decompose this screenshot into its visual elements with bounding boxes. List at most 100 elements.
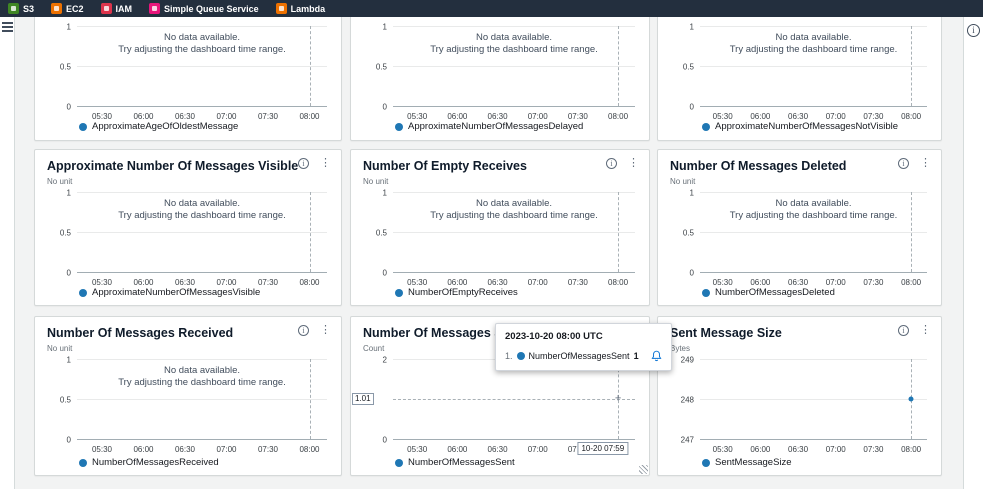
gridline: 0.5 [60,396,327,405]
crosshair-y-value: 1.01 [352,393,374,405]
plot-area[interactable]: 1 0.5 0 No data available. Try adjusting … [60,356,327,445]
panel-header: Number Of Messages Received [35,317,341,341]
nav-item-lambda[interactable]: Lambda [275,3,326,14]
series-marker [79,122,87,131]
kebab-menu-icon[interactable] [628,158,639,169]
nav-label: Lambda [290,3,326,14]
legend-item[interactable]: ApproximateAgeOfOldestMessage [79,121,238,132]
x-axis-line: 0 [67,436,327,445]
gridline: 0.5 [60,229,327,238]
legend-item[interactable]: NumberOfMessagesSent [395,457,515,468]
panel-title: Sent Message Size [670,326,782,340]
series-marker [395,458,403,467]
x-tick: 08:00 [299,112,320,121]
y-tick: 248 [680,395,694,405]
x-axis-line: 0 [383,269,635,278]
kebab-menu-icon[interactable] [920,158,931,169]
plot-area[interactable]: 1 0.5 0 No data available. Try adjusting … [60,23,327,112]
legend-item[interactable]: NumberOfMessagesReceived [79,457,219,468]
y-tick: 247 [680,435,694,445]
x-tick: 07:00 [825,445,846,454]
gridline: 249 [681,356,927,365]
series-marker [702,458,710,467]
help-panel-collapsed [963,17,983,489]
crosshair-horizontal-line [393,399,635,400]
x-tick: 07:00 [527,278,548,287]
hamburger-menu-icon[interactable] [2,22,13,34]
x-tick: 07:00 [527,112,548,121]
legend-item[interactable]: ApproximateNumberOfMessagesNotVisible [702,121,898,132]
plot-area[interactable]: 2 0 1.01 10-20 07:59 [352,356,635,455]
no-data-message: No data available. Try adjusting the dash… [729,198,898,221]
y-tick: 2 [382,355,387,365]
info-icon[interactable] [898,325,909,336]
legend-item[interactable]: NumberOfMessagesDeleted [702,287,835,298]
nav-item-sqs[interactable]: Simple Queue Service [149,3,259,14]
chart-panel-messages-received: Number Of Messages Received No unit 1 0.… [34,316,342,476]
legend-item[interactable]: SentMessageSize [702,457,792,468]
nav-item-s3[interactable]: S3 [8,3,34,14]
y-tick: 0.5 [682,62,694,72]
legend-label: NumberOfMessagesDeleted [715,287,835,298]
legend-item[interactable]: ApproximateNumberOfMessagesVisible [79,287,260,298]
info-icon[interactable] [967,24,980,37]
gridline: 1 [67,189,327,198]
y-tick: 1 [66,22,71,32]
y-tick: 0 [66,435,71,445]
s3-icon [8,3,19,14]
chart-panel-age-of-oldest-message: 1 0.5 0 No data available. Try adjusting … [34,17,342,141]
unit-label: No unit [47,177,73,186]
x-axis-line: 0 [690,269,927,278]
y-tick: 0.5 [682,228,694,238]
no-data-message: No data available. Try adjusting the dash… [729,32,898,55]
legend-item[interactable]: NumberOfEmptyReceives [395,287,518,298]
gridline: 1 [67,23,327,32]
x-axis-line: 0 [67,103,327,112]
nav-item-iam[interactable]: IAM [100,3,132,14]
y-tick: 0 [382,102,387,112]
info-icon[interactable] [298,325,309,336]
x-axis: 05:30 06:00 06:30 07:00 07:30 08:00 [77,112,327,122]
x-tick: 08:00 [608,112,629,121]
x-tick: 05:30 [712,278,733,287]
nav-item-ec2[interactable]: EC2 [51,3,84,14]
y-tick: 1 [382,188,387,198]
unit-label: No unit [670,177,696,186]
plot-area[interactable]: 249 248 247 [681,356,927,445]
chart-panel-messages-sent: Number Of Messages Sent Count 2 0 1.01 1… [350,316,672,476]
x-tick: 07:00 [216,112,237,121]
time-cursor-line [309,359,311,439]
y-tick: 0 [66,268,71,278]
kebab-menu-icon[interactable] [320,158,331,169]
info-icon[interactable] [298,158,309,169]
panel-header: Number Of Messages Deleted [658,150,941,174]
panel-title: Number Of Empty Receives [363,159,527,173]
info-icon[interactable] [898,158,909,169]
x-tick: 06:00 [750,278,771,287]
info-icon[interactable] [606,158,617,169]
kebab-menu-icon[interactable] [320,325,331,336]
plot-area[interactable]: 1 0.5 0 No data available. Try adjusting … [376,189,635,278]
alarm-bell-icon[interactable] [651,350,662,362]
legend-label: NumberOfMessagesSent [408,457,515,468]
plot-area[interactable]: 1 0.5 0 No data available. Try adjusting … [60,189,327,278]
kebab-menu-icon[interactable] [920,325,931,336]
no-data-message: No data available. Try adjusting the dash… [118,198,286,221]
legend-item[interactable]: ApproximateNumberOfMessagesDelayed [395,121,583,132]
resize-handle[interactable] [639,465,648,474]
x-tick: 08:00 [901,445,922,454]
x-tick: 06:00 [447,112,468,121]
no-data-message: No data available. Try adjusting the dash… [118,365,286,388]
x-tick: 07:00 [216,278,237,287]
plot-area[interactable]: 1 0.5 0 No data available. Try adjusting … [683,23,927,112]
x-tick: 07:30 [863,112,884,121]
gridline: 1 [383,23,635,32]
y-tick: 0 [382,435,387,445]
plot-area[interactable]: 1 0.5 0 No data available. Try adjusting … [683,189,927,278]
plot-area[interactable]: 1 0.5 0 No data available. Try adjusting … [376,23,635,112]
x-tick: 08:00 [901,278,922,287]
nav-label: S3 [23,3,35,14]
y-tick: 0.5 [59,395,71,405]
time-cursor-line [618,192,620,272]
series-marker [702,122,710,131]
